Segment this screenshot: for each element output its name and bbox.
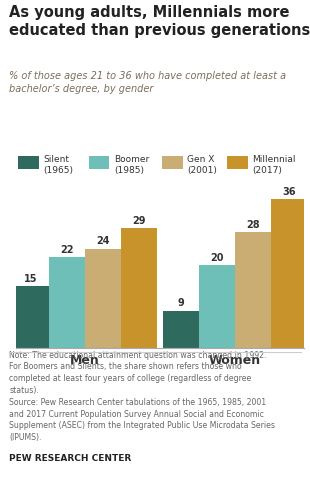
Text: 22: 22 xyxy=(60,244,73,255)
Text: % of those ages 21 to 36 who have completed at least a
bachelor’s degree, by gen: % of those ages 21 to 36 who have comple… xyxy=(9,71,286,94)
Text: 36: 36 xyxy=(282,187,295,197)
Bar xyxy=(89,156,109,169)
Text: 28: 28 xyxy=(246,220,259,230)
Bar xyxy=(163,311,199,348)
Text: Boomer
(1985): Boomer (1985) xyxy=(114,155,149,175)
Text: 24: 24 xyxy=(96,236,109,246)
Text: Silent
(1965): Silent (1965) xyxy=(43,155,73,175)
Bar xyxy=(49,257,85,348)
Bar xyxy=(121,228,157,348)
Bar xyxy=(12,286,49,348)
Text: Gen X
(2001): Gen X (2001) xyxy=(188,155,217,175)
Bar xyxy=(271,199,307,348)
Text: 15: 15 xyxy=(24,274,37,283)
Text: 9: 9 xyxy=(177,299,184,308)
Bar xyxy=(199,265,235,348)
Bar xyxy=(227,156,248,169)
Text: 29: 29 xyxy=(132,216,145,225)
Bar xyxy=(18,156,39,169)
Text: Millennial
(2017): Millennial (2017) xyxy=(252,155,296,175)
Text: PEW RESEARCH CENTER: PEW RESEARCH CENTER xyxy=(9,454,131,463)
Bar xyxy=(85,249,121,348)
Bar xyxy=(162,156,183,169)
Text: Note: The educational attainment question was changed in 1992.
For Boomers and S: Note: The educational attainment questio… xyxy=(9,351,275,442)
Text: 20: 20 xyxy=(210,253,224,263)
Text: As young adults, Millennials more
educated than previous generations: As young adults, Millennials more educat… xyxy=(9,5,310,38)
Bar xyxy=(235,232,271,348)
